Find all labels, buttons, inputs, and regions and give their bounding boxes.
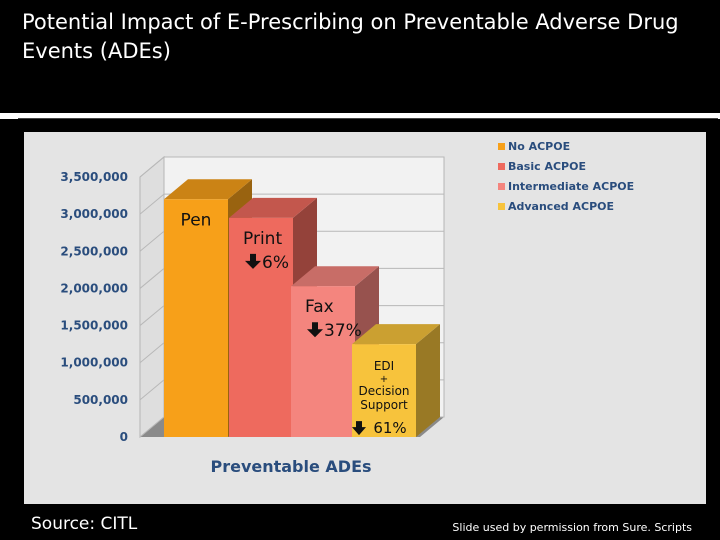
source-text: Source: CITL	[31, 514, 138, 534]
slide-title: Potential Impact of E-Prescribing on Pre…	[22, 10, 679, 63]
plot-side-wall	[139, 155, 165, 439]
bar-chart: 0 500,000 1,000,000 1,500,000 2,000,000 2,500…	[60, 140, 634, 476]
gridline	[139, 156, 444, 178]
y-tick-label: 3,500,000	[60, 170, 128, 184]
bar-intermediate-acpoe	[291, 286, 355, 437]
x-axis-label: Preventable ADEs	[210, 457, 371, 476]
y-tick-label: 3,000,000	[60, 207, 128, 221]
down-arrow-icon	[352, 421, 366, 436]
bar-advanced-acpoe	[352, 344, 416, 437]
bar-reduction-advanced-acpoe: 61%	[373, 419, 406, 437]
title-divider-shadow	[18, 118, 718, 119]
y-tick-label: 2,500,000	[60, 244, 128, 258]
bar-top-basic-acpoe	[229, 197, 317, 218]
bar-label-basic-acpoe: Print	[243, 229, 282, 249]
y-tick-label: 0	[120, 430, 128, 444]
gridline	[139, 193, 444, 215]
down-arrow-icon	[307, 322, 323, 338]
y-tick-label: 2,000,000	[60, 281, 128, 295]
bar-reduction-intermediate-acpoe: 37%	[324, 321, 362, 341]
y-tick-label: 500,000	[73, 393, 128, 407]
legend-swatch	[498, 143, 505, 150]
bar-top-advanced-acpoe	[352, 324, 440, 345]
bar-side-advanced-acpoe	[416, 324, 440, 437]
chart-panel: 0 500,000 1,000,000 1,500,000 2,000,000 2,500…	[24, 132, 706, 504]
bar-label-advanced-acpoe: Support	[360, 398, 408, 412]
legend-label: Intermediate ACPOE	[508, 180, 634, 193]
bar-label-advanced-acpoe: Decision	[358, 384, 409, 398]
bar-top-intermediate-acpoe	[291, 266, 379, 287]
legend-label: No ACPOE	[508, 140, 570, 153]
bar-basic-acpoe	[229, 217, 293, 437]
legend-swatch	[498, 183, 505, 190]
legend-swatch	[498, 163, 505, 170]
down-arrow-icon	[245, 253, 261, 269]
legend-label: Basic ACPOE	[508, 160, 586, 173]
bar-label-no-acpoe: Pen	[181, 210, 212, 230]
y-tick-label: 1,500,000	[60, 319, 128, 333]
title-divider	[0, 113, 720, 119]
bar-label-intermediate-acpoe: Fax	[305, 297, 334, 317]
legend-label: Advanced ACPOE	[508, 200, 614, 213]
legend-swatch	[498, 203, 505, 210]
bar-top-no-acpoe	[164, 179, 252, 200]
bar-reduction-basic-acpoe: 6%	[262, 253, 289, 273]
bar-label-advanced-acpoe: +	[380, 374, 388, 385]
y-tick-label: 1,000,000	[60, 356, 128, 370]
bar-no-acpoe	[164, 199, 228, 437]
bar-label-advanced-acpoe: EDI	[374, 359, 394, 373]
credit-text: Slide used by permission from Sure. Scri…	[452, 521, 692, 534]
